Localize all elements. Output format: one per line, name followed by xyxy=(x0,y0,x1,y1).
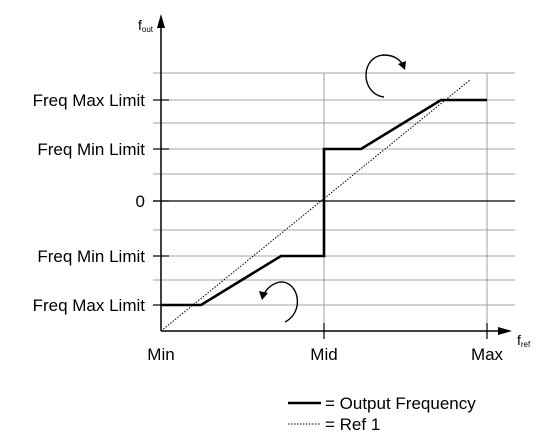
x-axis-title: fref xyxy=(517,332,531,349)
x-tick-label-mid: Mid xyxy=(310,345,337,364)
legend: = Output Frequency = Ref 1 xyxy=(288,394,476,434)
y-axis-arrow-icon xyxy=(157,14,165,28)
legend-label-output-frequency: = Output Frequency xyxy=(325,394,476,413)
output-frequency-line xyxy=(161,98,487,307)
y-tick-label-freq-max-lower: Freq Max Limit xyxy=(33,296,146,315)
x-tick-label-max: Max xyxy=(471,345,504,364)
legend-label-ref1: = Ref 1 xyxy=(325,415,380,434)
x-tick-marks xyxy=(323,323,488,339)
y-tick-label-freq-min-lower: Freq Min Limit xyxy=(37,247,145,266)
grid-lines xyxy=(153,72,515,331)
ref1-line xyxy=(160,79,471,332)
rotation-arrow-lower-icon xyxy=(259,281,299,323)
x-axis-arrow-icon xyxy=(498,327,512,335)
rotation-arrow-upper-icon xyxy=(365,54,406,98)
y-tick-label-freq-max-upper: Freq Max Limit xyxy=(33,91,146,110)
x-tick-label-min: Min xyxy=(147,345,174,364)
y-axis-title: fout xyxy=(138,17,154,34)
y-tick-label-freq-min-upper: Freq Min Limit xyxy=(37,140,145,159)
y-tick-label-zero: 0 xyxy=(136,192,145,211)
